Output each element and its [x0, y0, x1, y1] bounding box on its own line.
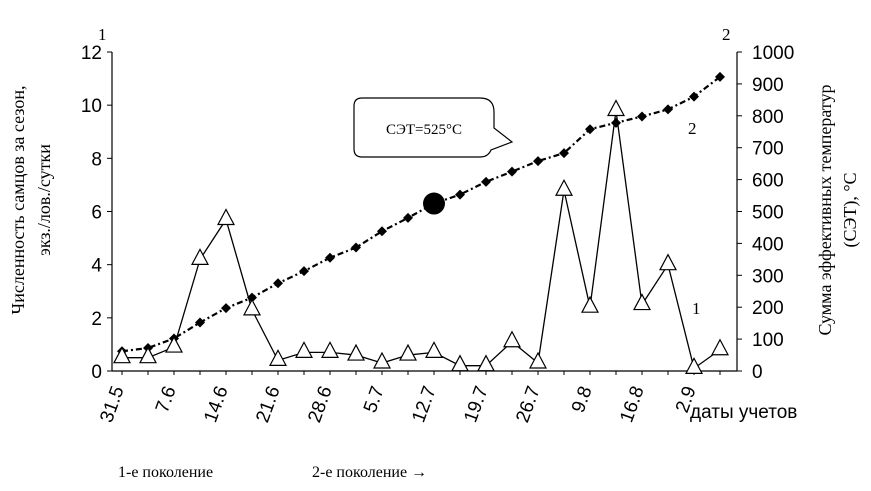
- x-tick-label: 9.8: [568, 384, 597, 416]
- footnote-generation-2: 2-е поколение →: [312, 464, 427, 481]
- right-tick-label: 700: [752, 139, 784, 160]
- x-tick-label: 28.6: [304, 384, 336, 426]
- series-2-point: [507, 166, 517, 177]
- series-1-point: [503, 330, 521, 348]
- series-2-point: [403, 212, 413, 223]
- x-tick-label: 5.7: [360, 384, 389, 416]
- x-tick-label: 31.5: [96, 384, 128, 426]
- left-axis-title-line1: Численность самцов за сезон,: [8, 86, 28, 315]
- left-axis-title-line2: экз./лов./сутки: [34, 144, 54, 256]
- series-2-point: [195, 317, 205, 328]
- series-2-point: [689, 91, 699, 102]
- series-2-point: [325, 252, 335, 263]
- series-2-point: [637, 111, 647, 122]
- series-1-point: [711, 338, 729, 356]
- series-1-point: [399, 343, 417, 361]
- series-2-point: [455, 189, 465, 200]
- series-1-point: [555, 178, 573, 196]
- series-1-label: 1: [692, 299, 701, 318]
- series-2-point: [273, 278, 283, 289]
- right-tick-label: 500: [752, 203, 784, 224]
- right-tick-label: 600: [752, 171, 784, 192]
- x-tick-label: 26.7: [512, 384, 544, 426]
- series-1-point: [113, 346, 131, 364]
- right-tick-label: 200: [752, 298, 784, 319]
- left-tick-label: 2: [91, 309, 102, 330]
- series-1-point: [581, 295, 599, 313]
- right-tick-label: 400: [752, 234, 784, 255]
- series-1-point: [217, 208, 235, 226]
- x-tick-label: 12.7: [408, 384, 440, 426]
- callout-text: СЭТ=525°С: [386, 122, 462, 138]
- right-axis-title-line2: (СЭТ), °С: [840, 172, 861, 247]
- left-tick-label: 4: [91, 256, 102, 277]
- series-1-point: [658, 253, 678, 271]
- series-1-point: [243, 298, 261, 316]
- x-axis-title: даты учетов: [690, 402, 797, 423]
- series-1-point: [477, 354, 495, 372]
- series-2-point: [221, 303, 231, 314]
- series-lines: [121, 76, 721, 370]
- left-tick-label: 12: [81, 43, 102, 64]
- series-1-point: [191, 248, 209, 265]
- series-2-point: [299, 266, 309, 277]
- series-markers: [113, 71, 729, 374]
- right-axis-title-line1: Сумма эффективных температур: [815, 84, 835, 335]
- series-2-point: [377, 226, 387, 237]
- series-1-point: [451, 354, 469, 372]
- right-tick-label: 300: [752, 266, 784, 287]
- right-tick-label: 800: [752, 107, 784, 128]
- series-2-point: [533, 156, 543, 167]
- footnote-generation-1: 1-е поколение: [118, 464, 213, 481]
- series-1-point: [425, 341, 443, 358]
- left-tick-label: 8: [91, 149, 102, 170]
- right-tick-label: 1000: [752, 43, 794, 64]
- series-1-point: [607, 99, 625, 117]
- x-tick-label: 16.8: [616, 384, 648, 426]
- left-axis-marker: 1: [98, 25, 107, 44]
- series-2-point: [247, 292, 257, 303]
- series-2-label: 2: [688, 119, 697, 138]
- series-2-point: [559, 148, 569, 159]
- series-2-point: [611, 117, 621, 128]
- series-2-point: [351, 242, 361, 253]
- series-2-point: [663, 104, 673, 115]
- series-2-point: [715, 71, 725, 82]
- series-1-point: [295, 341, 313, 358]
- annotations: 2 1 СЭТ=525°С 1-е поколение 2-е поколение →: [118, 97, 701, 481]
- axes: 0246810120100200300400500600700800900100…: [81, 25, 798, 425]
- right-axis-title: Сумма эффективных температур (СЭТ), °С: [815, 84, 861, 335]
- left-tick-label: 10: [81, 96, 102, 117]
- series-1-point: [269, 349, 287, 366]
- series-1-point: [139, 346, 157, 364]
- series-1-point: [529, 351, 547, 369]
- series-1-line: [122, 110, 721, 370]
- callout-bubble: [353, 97, 514, 158]
- right-tick-label: 100: [752, 330, 784, 351]
- right-tick-label: 900: [752, 75, 784, 96]
- series-2-point: [585, 124, 595, 135]
- x-tick-label: 7.6: [152, 384, 181, 416]
- series-2-point: [481, 176, 491, 187]
- x-tick-label: 21.6: [252, 384, 284, 426]
- series-1-point: [633, 293, 651, 311]
- highlight-point: [423, 192, 445, 215]
- series-2-line: [121, 76, 721, 353]
- x-tick-label: 19.7: [460, 384, 492, 426]
- series-1-point: [685, 357, 703, 374]
- right-tick-label: 0: [752, 362, 763, 383]
- left-axis-title: Численность самцов за сезон, экз./лов./су…: [8, 86, 54, 315]
- left-tick-label: 6: [91, 203, 102, 224]
- series-1-point: [321, 341, 339, 358]
- right-axis-marker: 2: [722, 25, 731, 44]
- series-1-point: [373, 351, 391, 369]
- x-tick-label: 14.6: [200, 384, 232, 426]
- left-tick-label: 0: [91, 362, 102, 383]
- series-1-point: [347, 343, 365, 361]
- series-1-point: [165, 335, 183, 353]
